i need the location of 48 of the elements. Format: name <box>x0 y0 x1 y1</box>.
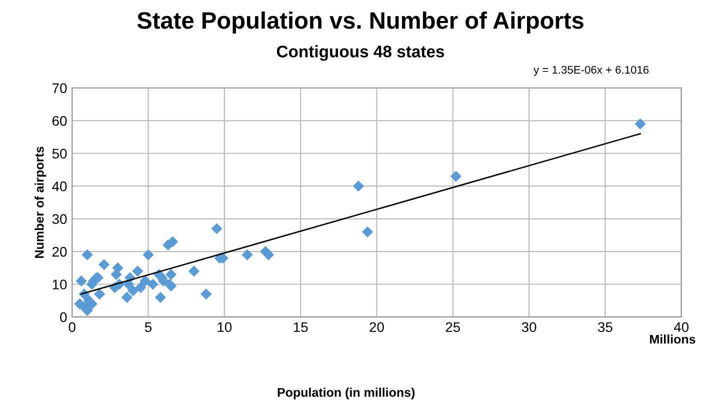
point <box>135 282 146 294</box>
point <box>200 288 212 300</box>
y-tick-label: 20 <box>52 246 67 257</box>
point <box>82 249 93 260</box>
y-axis-title: Number of airports <box>34 146 46 258</box>
text: Millions <box>650 334 696 344</box>
y-tick-label: 40 <box>52 181 67 192</box>
chart-subtitle: Contiguous 48 states <box>276 45 444 61</box>
point <box>98 259 110 270</box>
point <box>450 170 462 182</box>
y-tick-label: 60 <box>52 116 67 126</box>
y-tick-label: 30 <box>52 214 67 224</box>
point <box>634 118 646 130</box>
point <box>263 249 274 260</box>
point <box>188 266 200 277</box>
x-tick-label: 25 <box>446 322 460 332</box>
point <box>121 292 132 303</box>
point <box>127 285 139 296</box>
x-tick-label: 40 <box>674 322 689 332</box>
point <box>147 278 158 290</box>
chart-title: State Population vs. Number of Airports <box>137 12 584 34</box>
x-tick-label: 0 <box>68 322 76 332</box>
point <box>154 292 166 303</box>
x-tick-label: 15 <box>294 322 308 332</box>
x-tick-label: 10 <box>218 322 232 332</box>
point <box>140 275 151 287</box>
point <box>110 268 122 280</box>
x-tick-label: 35 <box>598 322 612 332</box>
x-axis-title: Population (in millions) <box>278 388 415 400</box>
y-tick-label: 10 <box>52 280 67 290</box>
point <box>86 298 98 310</box>
point <box>362 226 374 238</box>
point <box>352 180 364 192</box>
point <box>132 266 144 277</box>
point <box>242 249 253 260</box>
y-tick-label: 70 <box>52 83 67 94</box>
x-tick-label: 30 <box>522 322 536 332</box>
x-tick-label: 5 <box>144 322 152 332</box>
point <box>142 249 154 260</box>
text: y = 1.35E-06x + 6.1016 <box>534 66 649 76</box>
point <box>94 288 106 300</box>
point <box>76 275 87 287</box>
y-tick-label: 0 <box>60 312 67 322</box>
y-tick-label: 50 <box>52 148 67 159</box>
point <box>166 268 177 280</box>
point <box>82 304 93 316</box>
point <box>211 223 222 234</box>
x-tick-label: 20 <box>370 322 384 332</box>
